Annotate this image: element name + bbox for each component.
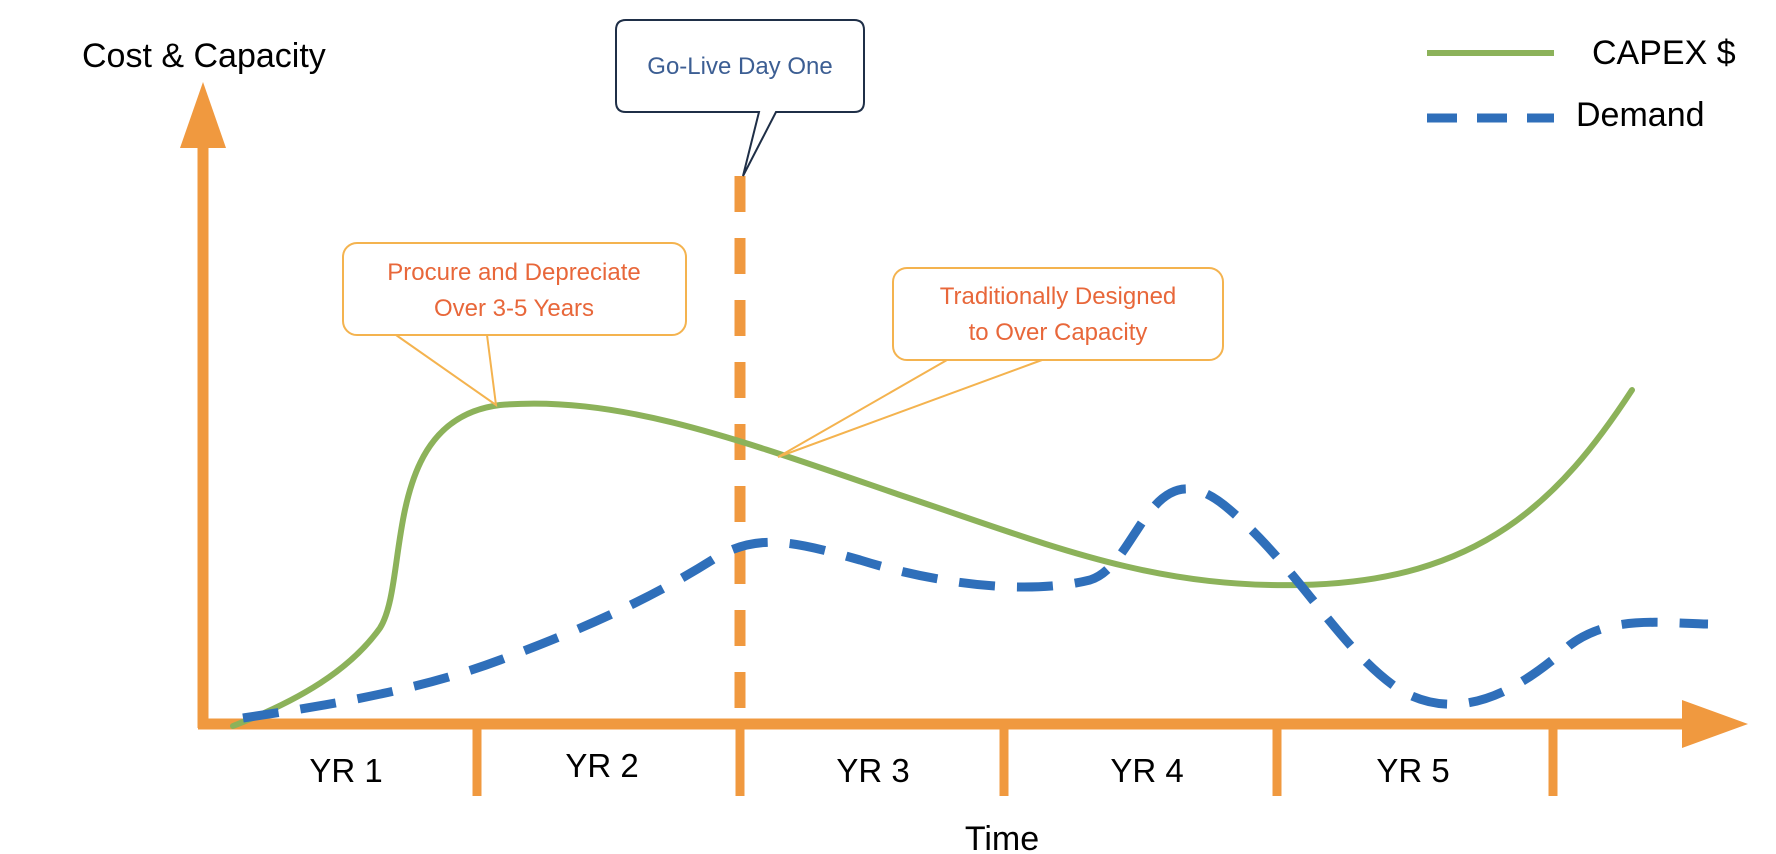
go-live-callout: Go-Live Day One bbox=[615, 19, 865, 177]
procure-callout-pointer bbox=[395, 334, 498, 408]
year-label-2: YR 2 bbox=[565, 747, 638, 784]
legend-capex-label: CAPEX $ bbox=[1592, 34, 1736, 72]
traditional-callout-pointer bbox=[777, 359, 1043, 458]
y-axis-label: Cost & Capacity bbox=[82, 37, 326, 75]
procure-line-2: Over 3-5 Years bbox=[434, 295, 594, 322]
legend-demand-label: Demand bbox=[1576, 96, 1705, 134]
traditional-line-2: to Over Capacity bbox=[969, 319, 1148, 346]
capex-curve bbox=[230, 387, 1635, 729]
procure-callout: Procure and Depreciate Over 3-5 Years bbox=[342, 242, 687, 408]
traditional-callout: Traditionally Designed to Over Capacity bbox=[777, 267, 1224, 458]
year-label-3: YR 3 bbox=[836, 752, 909, 789]
y-axis-arrow-icon bbox=[180, 82, 226, 148]
x-axis-label: Time bbox=[965, 820, 1039, 854]
go-live-label: Go-Live Day One bbox=[647, 53, 832, 80]
x-axis-arrow-icon bbox=[1682, 700, 1748, 748]
year-label-5: YR 5 bbox=[1376, 752, 1449, 789]
x-axis bbox=[198, 700, 1748, 796]
year-label-1: YR 1 bbox=[309, 752, 382, 789]
legend: CAPEX $ Demand bbox=[1427, 34, 1736, 134]
procure-line-1: Procure and Depreciate bbox=[387, 259, 640, 286]
y-axis bbox=[180, 82, 226, 728]
year-label-4: YR 4 bbox=[1110, 752, 1183, 789]
demand-curve bbox=[242, 484, 1709, 723]
traditional-line-1: Traditionally Designed bbox=[940, 283, 1177, 310]
